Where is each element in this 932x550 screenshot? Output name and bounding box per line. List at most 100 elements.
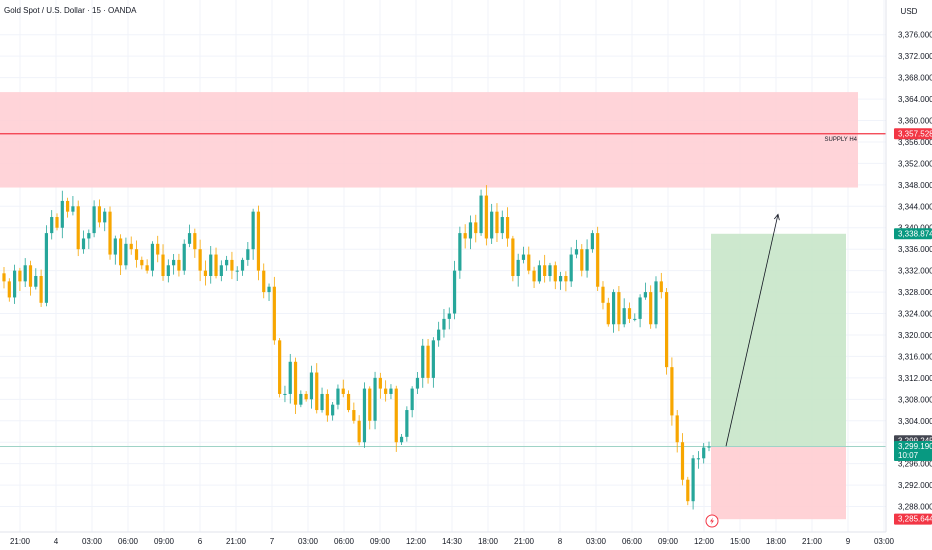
- candle-body: [13, 270, 17, 298]
- candle-body: [108, 211, 112, 255]
- candle: [336, 384, 340, 410]
- x-tick-label: 15:00: [730, 537, 751, 546]
- supply-zone[interactable]: [0, 92, 858, 188]
- candle-body: [569, 254, 573, 282]
- candle-body: [235, 270, 239, 272]
- candle: [18, 267, 22, 292]
- candle: [145, 259, 149, 274]
- candle-body: [437, 329, 441, 341]
- lightning-icon[interactable]: [705, 514, 719, 528]
- candle: [606, 297, 610, 327]
- candle-body: [315, 372, 319, 411]
- candle-body: [633, 318, 637, 320]
- candle-body: [299, 393, 303, 405]
- candle: [240, 257, 245, 276]
- candle-body: [341, 388, 345, 394]
- candle-body: [145, 265, 149, 271]
- candle: [505, 207, 510, 247]
- candle-body: [81, 238, 86, 250]
- x-tick-label: 09:00: [154, 537, 175, 546]
- candle: [585, 239, 589, 278]
- price-tag-box: [894, 513, 932, 525]
- y-tick-label: 3,296.000: [898, 460, 932, 469]
- candle-body: [28, 265, 33, 287]
- price-tag-label: 3,299.190: [898, 442, 932, 451]
- candle: [140, 256, 144, 270]
- candle: [368, 386, 372, 430]
- candle-body: [76, 206, 80, 250]
- candle-body: [468, 222, 473, 239]
- candle: [251, 208, 255, 260]
- candle: [442, 308, 446, 338]
- candle: [113, 235, 117, 265]
- candle-body: [670, 367, 674, 416]
- candle: [569, 247, 573, 287]
- x-tick-label: 7: [270, 537, 275, 546]
- candle-body: [352, 410, 356, 421]
- candle: [256, 205, 261, 281]
- candle-body: [60, 200, 64, 228]
- candle-body: [225, 259, 229, 266]
- y-tick-label: 3,324.000: [898, 310, 932, 319]
- candle: [92, 200, 96, 238]
- candle-body: [193, 233, 197, 250]
- y-tick-label: 3,356.000: [898, 138, 932, 147]
- x-tick-label: 21:00: [514, 537, 535, 546]
- candle: [654, 276, 658, 329]
- candle-body: [452, 270, 457, 314]
- candle: [177, 253, 181, 277]
- candle: [622, 298, 626, 328]
- candle: [150, 241, 155, 277]
- x-tick-label: 18:00: [766, 537, 787, 546]
- candle-body: [527, 254, 531, 271]
- candle-body: [564, 276, 568, 282]
- candle: [659, 272, 663, 299]
- candle: [272, 276, 276, 345]
- candle: [495, 203, 499, 242]
- candle: [670, 357, 674, 426]
- candle-body: [283, 393, 287, 395]
- candle: [601, 281, 605, 310]
- candle: [28, 260, 33, 296]
- candle: [320, 387, 324, 413]
- candle: [627, 302, 632, 323]
- candle: [548, 262, 552, 282]
- candle: [325, 389, 329, 422]
- y-tick-label: 3,376.000: [898, 31, 932, 40]
- price-tag-label: 3,357.528: [898, 129, 932, 138]
- candle-body: [161, 254, 165, 276]
- candle-body: [516, 259, 520, 276]
- candles-group: [2, 185, 711, 510]
- x-tick-label: 8: [558, 537, 563, 546]
- candle: [304, 391, 308, 402]
- candle-body: [384, 388, 388, 394]
- target-zone[interactable]: [711, 233, 846, 447]
- candle: [415, 371, 420, 394]
- candle: [479, 189, 483, 236]
- candle: [373, 371, 377, 430]
- price-tag-label: 3,285.644: [898, 515, 932, 524]
- candle-body: [585, 249, 589, 271]
- candle: [389, 384, 393, 400]
- price-tag-box: [894, 441, 932, 462]
- candle-body: [479, 195, 483, 234]
- candle: [66, 197, 70, 218]
- candle-body: [198, 249, 202, 271]
- candle-body: [373, 377, 377, 421]
- candle: [474, 214, 478, 243]
- candle-body: [702, 447, 706, 459]
- candle-body: [134, 249, 139, 260]
- candle-body: [87, 233, 91, 239]
- candle: [44, 225, 49, 307]
- stop-zone[interactable]: [711, 446, 846, 520]
- y-tick-label: 3,348.000: [898, 181, 932, 190]
- time-scale-background[interactable]: [0, 532, 932, 550]
- candle-body: [447, 313, 451, 319]
- candle: [71, 195, 75, 216]
- candle: [649, 285, 653, 329]
- projection-arrow[interactable]: [725, 213, 780, 447]
- y-tick-label: 3,304.000: [898, 417, 932, 426]
- candle-body: [537, 265, 541, 282]
